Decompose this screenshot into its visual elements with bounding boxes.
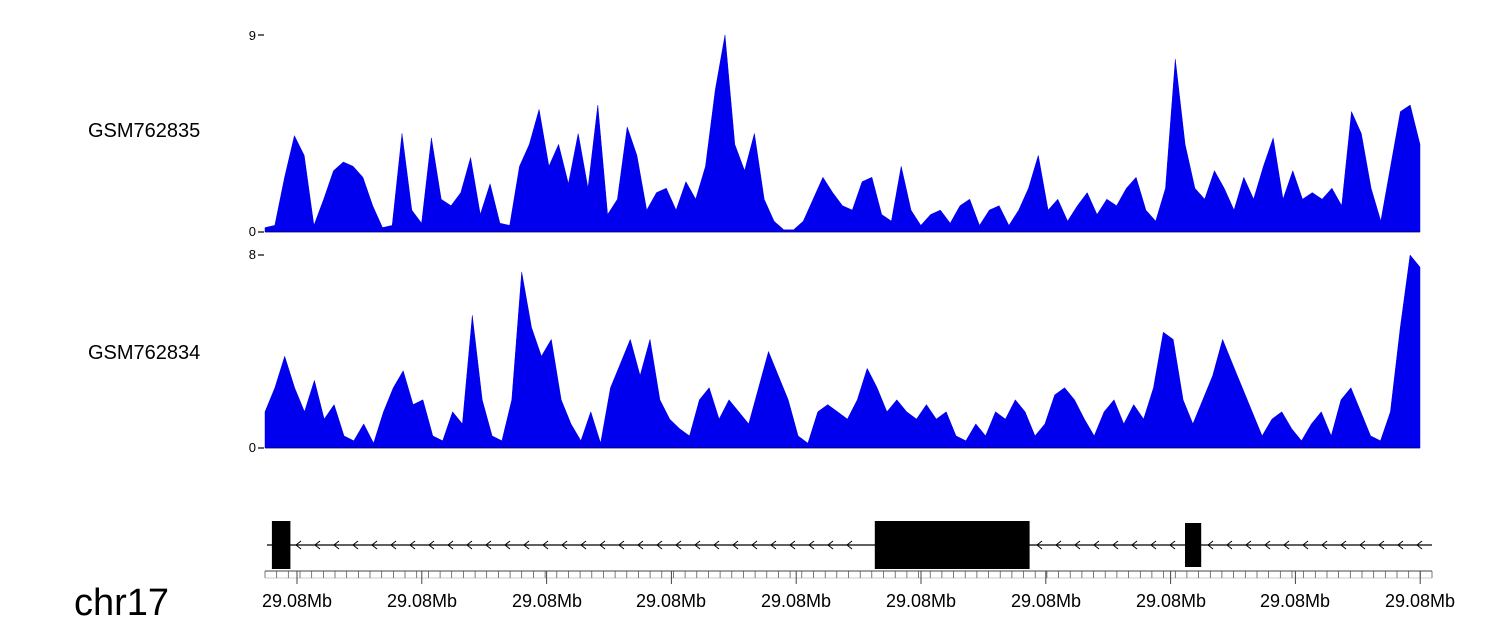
strand-arrow-left-icon — [789, 540, 796, 550]
yaxis-tick-track1-max: 9 — [248, 28, 256, 43]
axis-tick-label: 29.08Mb — [1010, 591, 1082, 611]
strand-arrow-left-icon — [1055, 540, 1062, 550]
exon-box — [271, 521, 291, 569]
strand-arrow-left-icon — [485, 540, 492, 550]
axis-tick-label: 29.08Mb — [760, 591, 832, 611]
axis-tick-label: 29.08Mb — [511, 591, 583, 611]
strand-arrow-left-icon — [618, 540, 625, 550]
strand-arrow-left-icon — [371, 540, 378, 550]
strand-arrow-left-icon — [1283, 540, 1290, 550]
axis-tick-label: 29.08Mb — [1384, 591, 1456, 611]
strand-arrow-left-icon — [1359, 540, 1366, 550]
strand-arrow-left-icon — [713, 540, 720, 550]
strand-arrow-left-icon — [409, 540, 416, 550]
strand-arrow-left-icon — [390, 540, 397, 550]
axis-tick-label: 29.08Mb — [1259, 591, 1331, 611]
strand-arrow-left-icon — [352, 540, 359, 550]
axis-tick-label: 29.08Mb — [635, 591, 707, 611]
strand-arrow-left-icon — [827, 540, 834, 550]
strand-arrow-left-icon — [1245, 540, 1252, 550]
strand-arrow-left-icon — [1416, 540, 1423, 550]
axis-tick-label: 29.08Mb — [261, 591, 333, 611]
strand-arrow-left-icon — [694, 540, 701, 550]
strand-arrow-left-icon — [1378, 540, 1385, 550]
strand-arrow-left-icon — [295, 540, 302, 550]
strand-arrow-left-icon — [732, 540, 739, 550]
axis-tick-label: 29.08Mb — [1135, 591, 1207, 611]
strand-arrow-left-icon — [1321, 540, 1328, 550]
coverage-area-GSM762835 — [264, 34, 1421, 233]
strand-arrow-left-icon — [846, 540, 853, 550]
strand-arrow-left-icon — [504, 540, 511, 550]
strand-arrow-left-icon — [447, 540, 454, 550]
strand-arrow-left-icon — [580, 540, 587, 550]
strand-arrow-left-icon — [1150, 540, 1157, 550]
strand-arrow-left-icon — [808, 540, 815, 550]
strand-arrow-left-icon — [561, 540, 568, 550]
strand-arrow-left-icon — [466, 540, 473, 550]
strand-arrow-left-icon — [1340, 540, 1347, 550]
strand-arrow-left-icon — [314, 540, 321, 550]
strand-arrow-left-icon — [1226, 540, 1233, 550]
strand-arrow-left-icon — [1036, 540, 1043, 550]
strand-arrow-left-icon — [656, 540, 663, 550]
track-label-gsm762834: GSM762834 — [88, 342, 201, 364]
exon-box — [874, 521, 1030, 569]
strand-arrow-left-icon — [1093, 540, 1100, 550]
strand-arrow-left-icon — [599, 540, 606, 550]
strand-arrow-left-icon — [1131, 540, 1138, 550]
strand-arrow-left-icon — [1264, 540, 1271, 550]
strand-arrow-left-icon — [542, 540, 549, 550]
strand-arrow-left-icon — [428, 540, 435, 550]
strand-arrow-left-icon — [1169, 540, 1176, 550]
chromosome-label: chr17 — [74, 582, 170, 624]
strand-arrow-left-icon — [675, 540, 682, 550]
strand-arrow-left-icon — [1397, 540, 1404, 550]
axis-tick-label: 29.08Mb — [386, 591, 458, 611]
coverage-area-GSM762834 — [264, 254, 1421, 449]
strand-arrow-left-icon — [770, 540, 777, 550]
strand-arrow-left-icon — [333, 540, 340, 550]
strand-arrow-left-icon — [1074, 540, 1081, 550]
strand-arrow-left-icon — [637, 540, 644, 550]
strand-arrow-left-icon — [751, 540, 758, 550]
strand-arrow-left-icon — [1112, 540, 1119, 550]
track-label-gsm762835: GSM762835 — [88, 120, 201, 142]
axis-tick-label: 29.08Mb — [885, 591, 957, 611]
strand-arrow-left-icon — [1207, 540, 1214, 550]
exon-box — [1185, 523, 1202, 567]
strand-arrow-left-icon — [1302, 540, 1309, 550]
strand-arrow-left-icon — [523, 540, 530, 550]
yaxis-tick-track1-min: 0 — [248, 224, 256, 239]
yaxis-tick-track2-min: 0 — [248, 440, 256, 455]
yaxis-tick-track2-max: 8 — [248, 247, 256, 262]
